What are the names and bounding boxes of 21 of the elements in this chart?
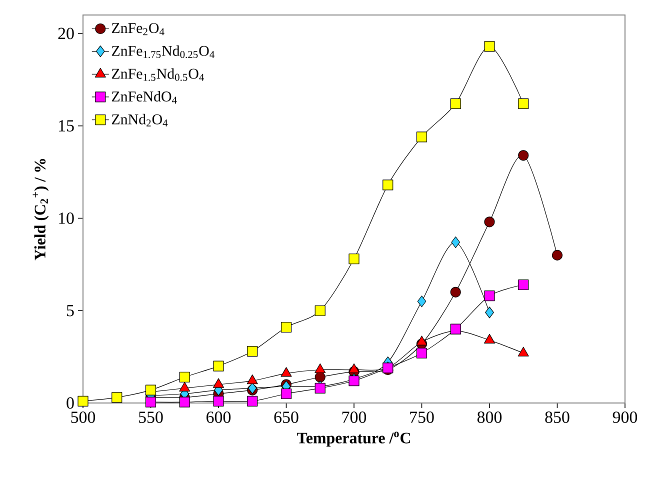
legend-label: ZnFe$_{1.5}$Nd$_{0.5}$O$_{4}$ <box>112 68 204 81</box>
x-axis-title: Temperature /$^{o}$C <box>296 432 410 447</box>
y-tick-label: 20 <box>58 28 74 40</box>
x-tick-label: 900 <box>612 412 638 423</box>
x-tick-label: 500 <box>71 412 96 423</box>
x-tick-label: 800 <box>477 412 502 423</box>
x-tick-label: 550 <box>139 412 163 423</box>
y-axis-title: Yield (C$_{2}$$^{+}$) / % <box>32 158 49 260</box>
y-tick-label: 0 <box>66 397 74 409</box>
legend-label: ZnFe$_{1.75}$Nd$_{0.25}$O$_{4}$ <box>112 45 214 58</box>
y-tick-label: 10 <box>59 212 74 224</box>
y-tick-label: 15 <box>59 120 74 132</box>
legend-label: ZnNd$_{2}$O$_{4}$ <box>112 114 168 126</box>
x-tick-label: 700 <box>342 412 366 423</box>
legend-label: ZnFeNdO$_{4}$ <box>112 91 177 104</box>
y-tick-label: 5 <box>66 304 74 316</box>
legend-label: ZnFe$_{2}$O$_{4}$ <box>112 23 164 36</box>
x-tick-label: 650 <box>274 412 298 423</box>
x-tick-label: 600 <box>206 412 231 423</box>
x-tick-label: 750 <box>410 412 434 423</box>
x-tick-label: 850 <box>545 412 570 423</box>
